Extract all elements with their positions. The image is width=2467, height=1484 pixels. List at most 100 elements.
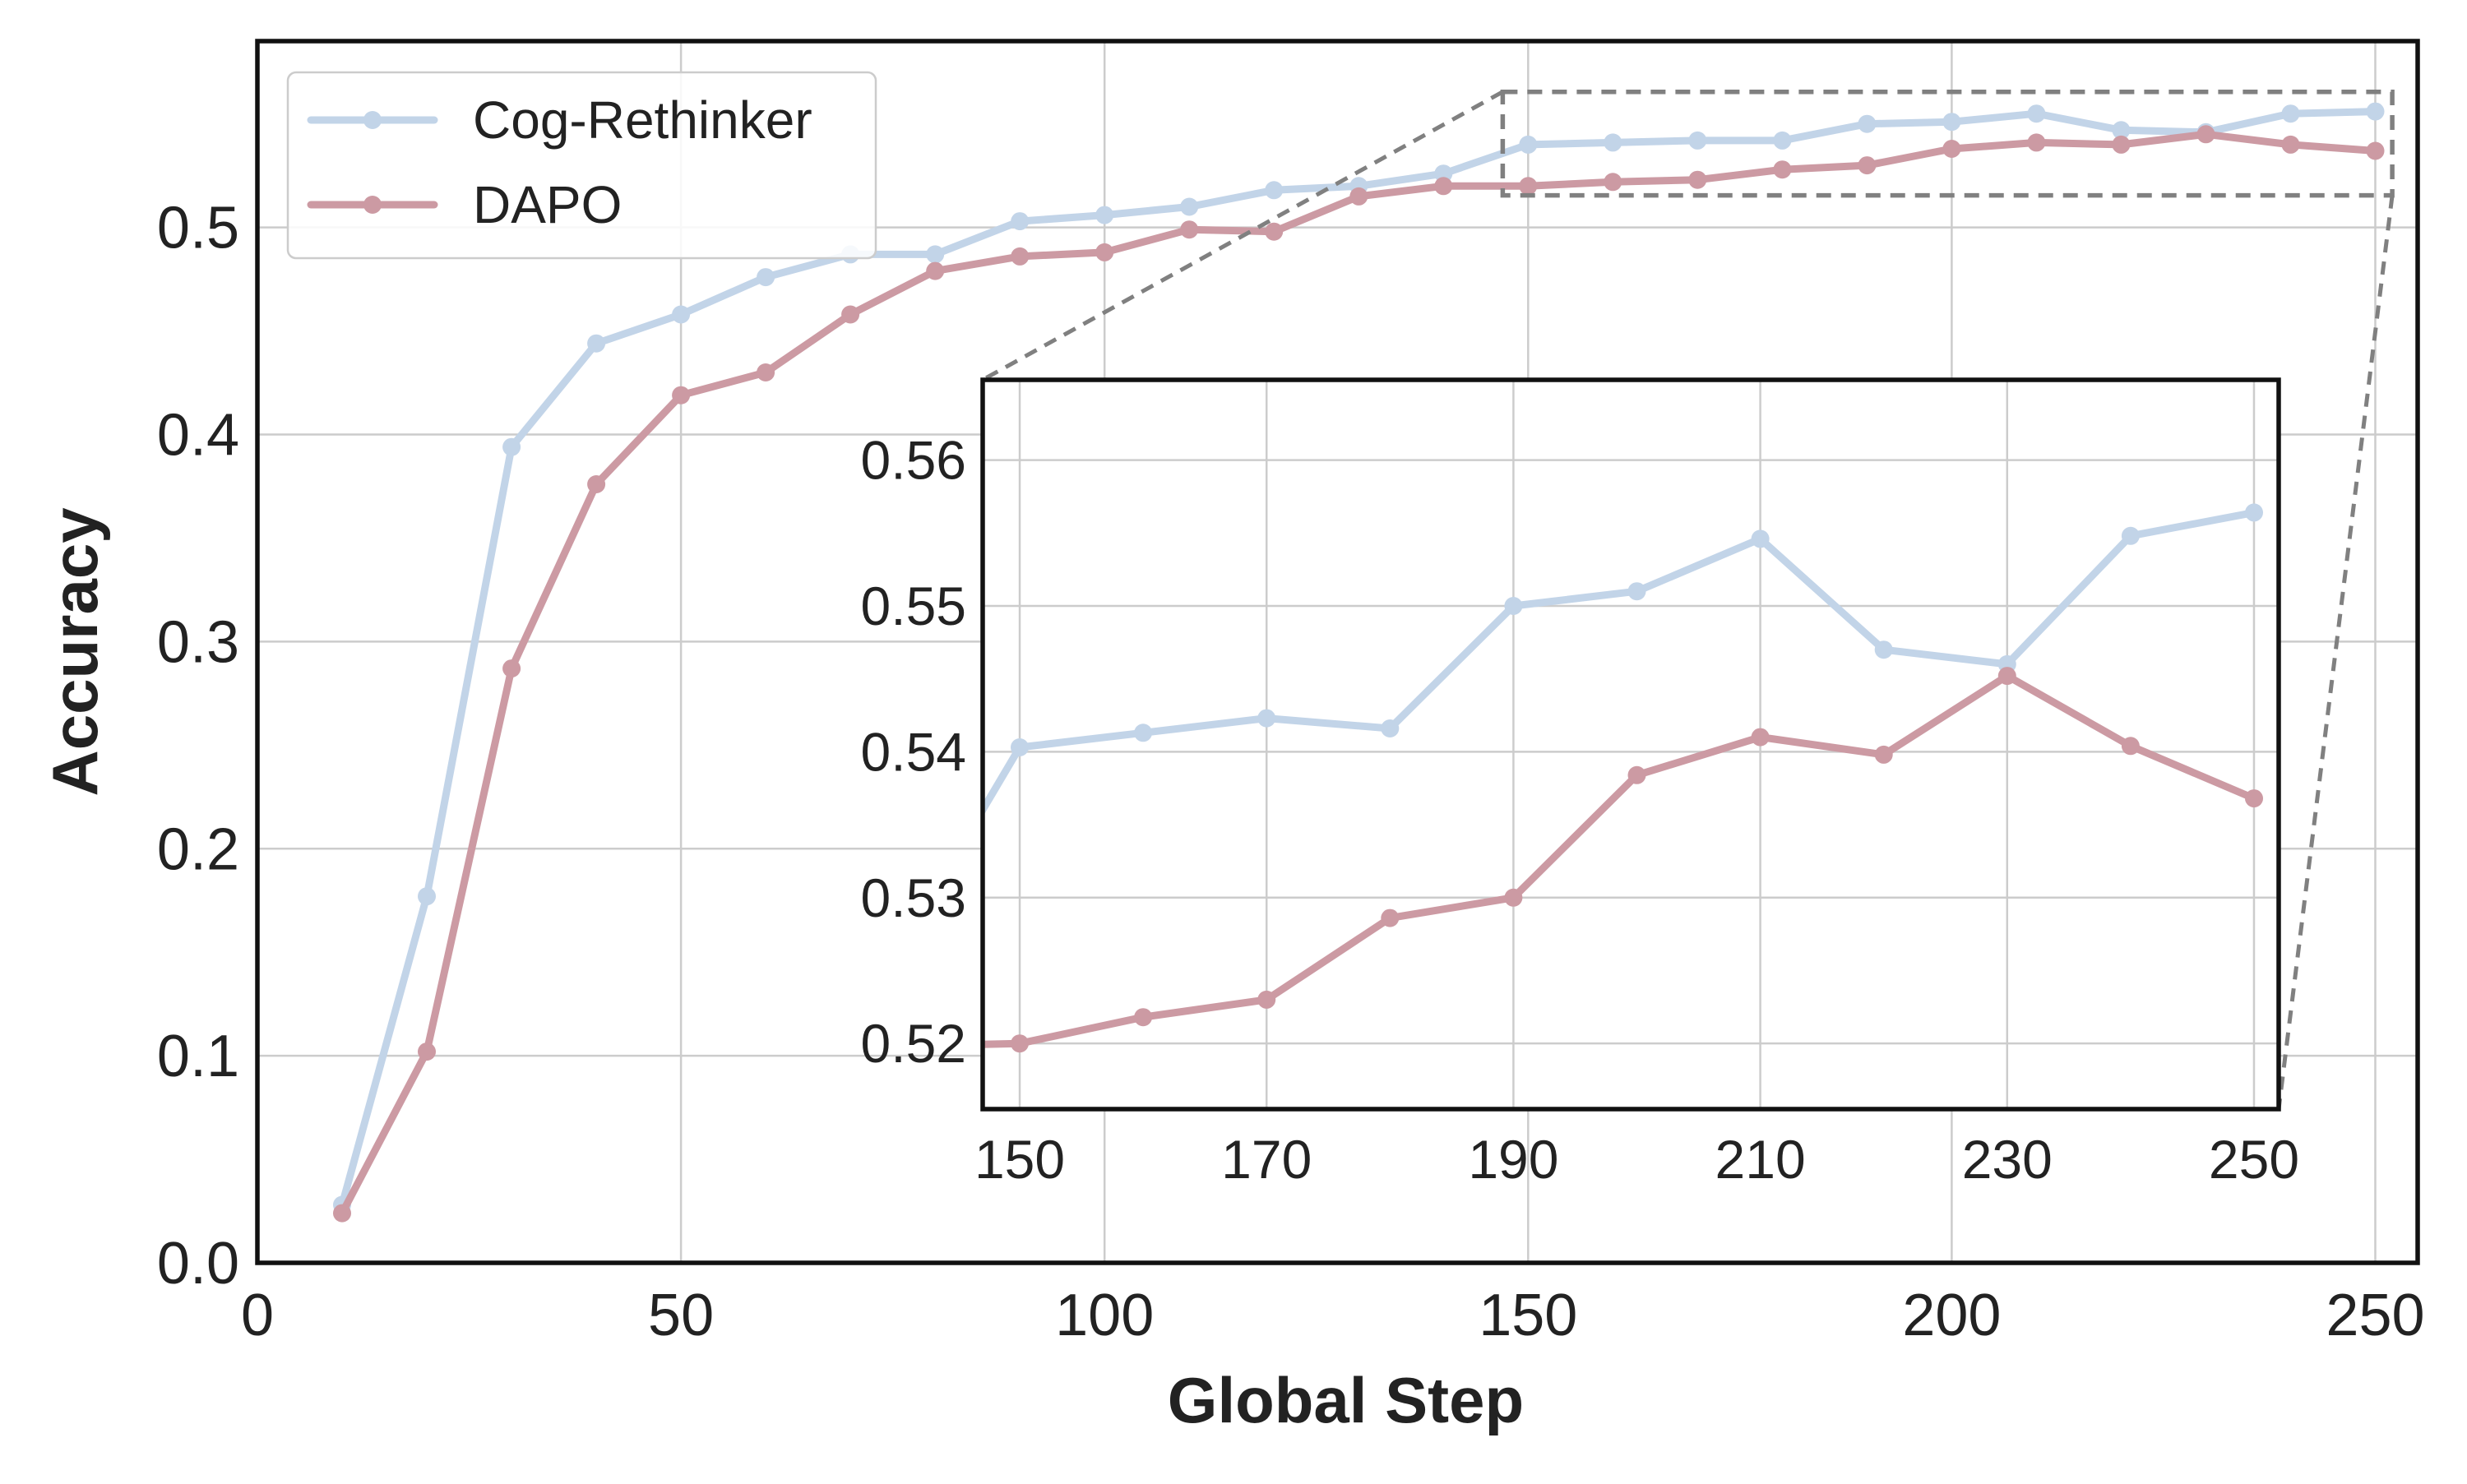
main-point-dapo (1604, 173, 1622, 192)
inset-point-cog-rethinker (1381, 719, 1400, 737)
main-y-tick-label: 0.0 (157, 1231, 239, 1297)
main-point-dapo (841, 305, 860, 324)
main-point-cog-rethinker (2112, 121, 2131, 140)
inset-y-tick-label: 0.55 (861, 576, 966, 636)
main-point-dapo (1773, 160, 1792, 179)
main-y-tick-label: 0.3 (157, 609, 239, 675)
inset-point-cog-rethinker (1874, 640, 1893, 659)
zoom-region-box (1500, 89, 2395, 198)
inset-x-tick-label: 150 (974, 1129, 1065, 1190)
inset-point-dapo (1011, 1034, 1029, 1053)
inset-point-cog-rethinker (1257, 709, 1276, 728)
inset-x-tick-label: 210 (1715, 1129, 1806, 1190)
main-plot-frame (255, 39, 2420, 1265)
main-point-dapo (1011, 247, 1030, 266)
main-point-dapo (1688, 170, 1707, 189)
inset-y-tick-label: 0.56 (861, 430, 966, 491)
inset-y-tick-label: 0.52 (861, 1013, 966, 1074)
main-point-dapo (333, 1204, 351, 1223)
main-point-dapo (672, 386, 691, 405)
inset-point-dapo (1627, 765, 1646, 784)
inset-frame (980, 377, 2281, 1112)
main-point-cog-rethinker (1688, 131, 1707, 150)
inset-point-dapo (1257, 990, 1276, 1009)
y-axis-label: Accuracy (39, 507, 111, 796)
main-point-dapo (2196, 125, 2215, 144)
main-point-dapo (1180, 220, 1199, 239)
main-y-tick-label: 0.2 (157, 816, 239, 882)
main-point-cog-rethinker (2281, 104, 2300, 123)
main-point-dapo (502, 659, 521, 678)
main-point-cog-rethinker (2366, 102, 2385, 121)
main-point-cog-rethinker (2027, 104, 2046, 123)
inset-point-cog-rethinker (1504, 597, 1523, 615)
legend-label-cog-rethinker: Cog-Rethinker (473, 90, 812, 150)
main-point-dapo (1519, 177, 1538, 196)
main-point-cog-rethinker (1519, 135, 1538, 154)
main-point-dapo (2366, 141, 2385, 160)
main-x-tick-label: 150 (1479, 1283, 1577, 1348)
zoom-connector-right (2276, 195, 2395, 1110)
inset-point-dapo (2245, 789, 2263, 808)
main-point-cog-rethinker (418, 887, 436, 906)
inset-series-line-dapo (983, 672, 2258, 1048)
inset-point-dapo (1997, 667, 2016, 686)
inset-point-dapo (1874, 745, 1893, 764)
main-point-cog-rethinker (502, 437, 521, 456)
legend-marker-dapo (363, 196, 382, 214)
main-point-dapo (1095, 243, 1114, 261)
inset-x-tick-label: 190 (1468, 1129, 1558, 1190)
zoom-connector-left (981, 90, 1504, 382)
main-point-dapo (1858, 156, 1877, 175)
main-y-tick-label: 0.4 (157, 403, 239, 469)
inset-point-dapo (1504, 888, 1523, 907)
main-point-dapo (1942, 140, 1961, 158)
main-point-cog-rethinker (757, 268, 775, 287)
main-y-tick-label: 0.5 (157, 196, 239, 261)
inset-point-cog-rethinker (1011, 738, 1029, 756)
main-point-cog-rethinker (587, 334, 606, 353)
inset-series-line-cog-rethinker (983, 508, 2258, 817)
main-x-tick-label: 0 (241, 1283, 274, 1348)
main-x-tick-label: 200 (1902, 1283, 2001, 1348)
main-point-cog-rethinker (1858, 114, 1877, 133)
main-point-dapo (587, 475, 606, 493)
main-point-dapo (2112, 135, 2131, 154)
inset-point-dapo (1381, 908, 1400, 927)
main-x-tick-label: 250 (2326, 1283, 2424, 1348)
legend-marker-cog-rethinker (363, 111, 382, 129)
main-point-dapo (418, 1042, 436, 1061)
inset-point-cog-rethinker (1751, 529, 1770, 548)
main-point-cog-rethinker (1604, 133, 1622, 152)
main-point-cog-rethinker (1095, 206, 1114, 224)
inset-background (983, 380, 2279, 1109)
main-point-cog-rethinker (1011, 212, 1030, 231)
main-point-cog-rethinker (1942, 113, 1961, 132)
main-point-dapo (926, 261, 945, 280)
main-point-cog-rethinker (926, 245, 945, 264)
inset-point-dapo (2121, 737, 2140, 756)
inset-point-cog-rethinker (887, 947, 905, 965)
main-point-cog-rethinker (1265, 181, 1284, 200)
inset-point-cog-rethinker (2245, 503, 2263, 522)
main-point-dapo (1265, 222, 1284, 241)
inset-point-cog-rethinker (1627, 582, 1646, 601)
main-point-dapo (1349, 187, 1368, 206)
main-point-cog-rethinker (1434, 164, 1453, 183)
x-axis-label: Global Step (1168, 1364, 1524, 1436)
legend-label-dapo: DAPO (473, 175, 622, 234)
main-point-cog-rethinker (1773, 131, 1792, 150)
inset-x-tick-label: 170 (1221, 1129, 1312, 1190)
main-point-dapo (2281, 135, 2300, 154)
inset-y-tick-label: 0.54 (861, 721, 966, 782)
inset-point-cog-rethinker (2121, 526, 2140, 545)
inset-point-dapo (1134, 1008, 1153, 1027)
inset-x-tick-label: 230 (1962, 1129, 2053, 1190)
main-y-tick-label: 0.1 (157, 1024, 239, 1089)
inset-y-tick-label: 0.53 (861, 867, 966, 928)
main-point-cog-rethinker (1180, 197, 1199, 216)
main-point-dapo (757, 363, 775, 381)
main-x-tick-label: 100 (1055, 1283, 1154, 1348)
